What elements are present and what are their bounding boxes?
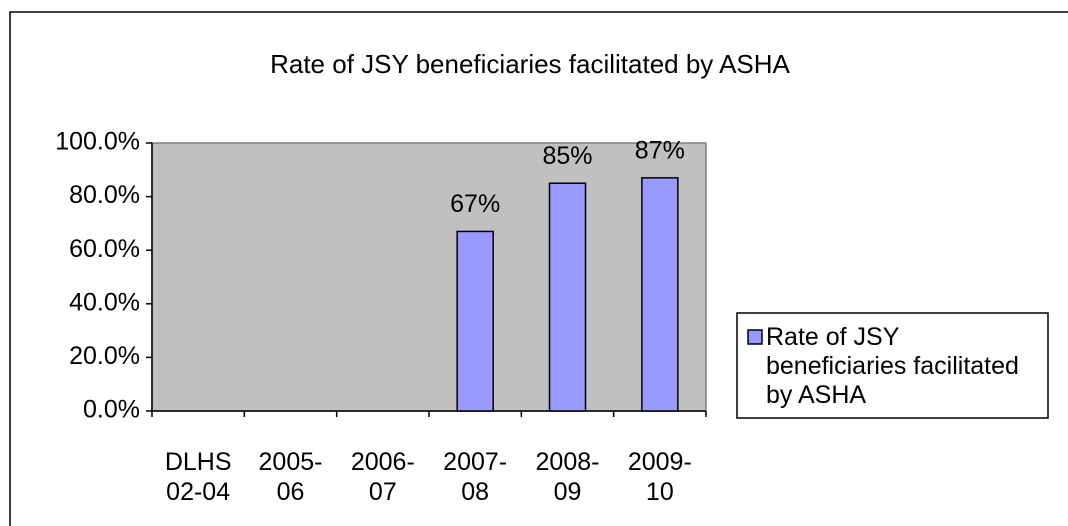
chart-title: Rate of JSY beneficiaries facilitated by… — [270, 49, 790, 79]
data-label: 85% — [542, 142, 592, 170]
y-tick-label: 80.0% — [69, 181, 140, 209]
legend-swatch — [747, 329, 763, 345]
x-tick-label: 2007-08 — [443, 448, 508, 506]
plot-area — [151, 142, 707, 412]
chart-frame — [9, 11, 1068, 526]
y-tick-label: 0.0% — [83, 396, 140, 424]
bar — [641, 177, 679, 412]
bar — [548, 182, 587, 412]
x-tick-label: 2008-09 — [535, 448, 600, 506]
x-tick-label: DLHS 02-04 — [164, 448, 232, 506]
y-tick-label: 20.0% — [69, 342, 140, 370]
data-label: 87% — [635, 136, 685, 164]
bar — [456, 230, 494, 412]
x-tick-label: 2006-07 — [350, 448, 415, 506]
x-tick-label: 2005-06 — [258, 448, 323, 506]
legend-label: Rate of JSY beneficiaries facilitated by… — [766, 323, 1019, 409]
legend-box — [736, 312, 1049, 419]
y-tick-label: 100.0% — [55, 128, 140, 156]
data-label: 67% — [450, 190, 500, 218]
x-tick-label: 2009-10 — [627, 448, 692, 506]
y-tick-label: 40.0% — [69, 288, 140, 316]
y-tick-label: 60.0% — [69, 235, 140, 263]
